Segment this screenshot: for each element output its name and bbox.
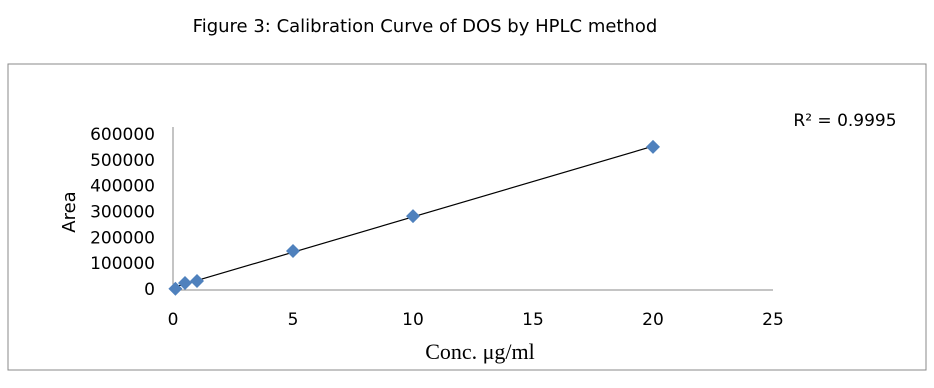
- x-tick-label: 0: [168, 310, 179, 330]
- y-tick-label: 0: [144, 280, 155, 300]
- x-tick-label: 20: [642, 310, 664, 330]
- x-axis-label: Conc. μg/ml: [425, 339, 535, 364]
- data-point: [178, 276, 192, 291]
- x-tick-label: 25: [762, 310, 784, 330]
- y-tick-label: 100000: [90, 254, 155, 274]
- annotation: R² = 0.9995: [793, 111, 896, 131]
- y-tick-label: 600000: [90, 125, 155, 145]
- y-tick-label: 300000: [90, 203, 155, 223]
- data-point: [168, 281, 183, 296]
- data-point: [190, 273, 204, 288]
- y-tick-label: 500000: [90, 151, 155, 171]
- data-point: [406, 209, 420, 224]
- x-tick-label: 10: [402, 310, 424, 330]
- y-axis-label: Area: [59, 191, 80, 232]
- data-point: [286, 243, 300, 258]
- chart-title: Figure 3: Calibration Curve of DOS by HP…: [193, 16, 658, 37]
- chart-frame: [7, 63, 927, 371]
- y-tick-label: 400000: [90, 177, 155, 197]
- data-point: [646, 139, 660, 154]
- x-tick-label: 15: [522, 310, 544, 330]
- x-tick-label: 5: [288, 310, 299, 330]
- y-tick-label: 200000: [90, 228, 155, 248]
